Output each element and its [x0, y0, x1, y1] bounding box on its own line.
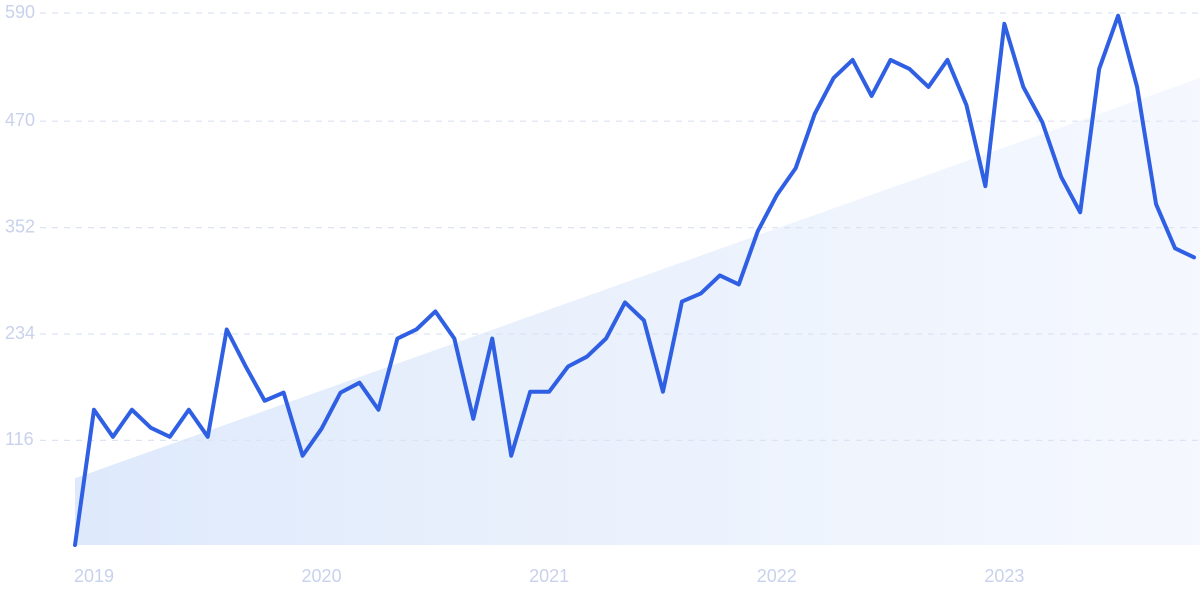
- y-tick-label: 352: [5, 216, 35, 236]
- trend-layer: [75, 77, 1200, 546]
- data-line: [73, 13, 1196, 547]
- label-layer: 116 234 352 470 590 2019 2020 2021 2022 2023: [5, 2, 1024, 586]
- x-tick-label: 2020: [302, 566, 342, 586]
- grid-layer: [40, 12, 1200, 442]
- y-tick-label: 234: [5, 323, 35, 343]
- x-tick-label: 2023: [984, 566, 1024, 586]
- trend-area: [75, 77, 1200, 546]
- x-tick-label: 2022: [757, 566, 797, 586]
- x-tick-label: 2019: [74, 566, 114, 586]
- y-tick-label: 470: [5, 110, 35, 130]
- line-layer: [73, 13, 1196, 547]
- x-tick-label: 2021: [529, 566, 569, 586]
- y-tick-label: 590: [5, 2, 35, 22]
- y-tick-label: 116: [5, 429, 34, 449]
